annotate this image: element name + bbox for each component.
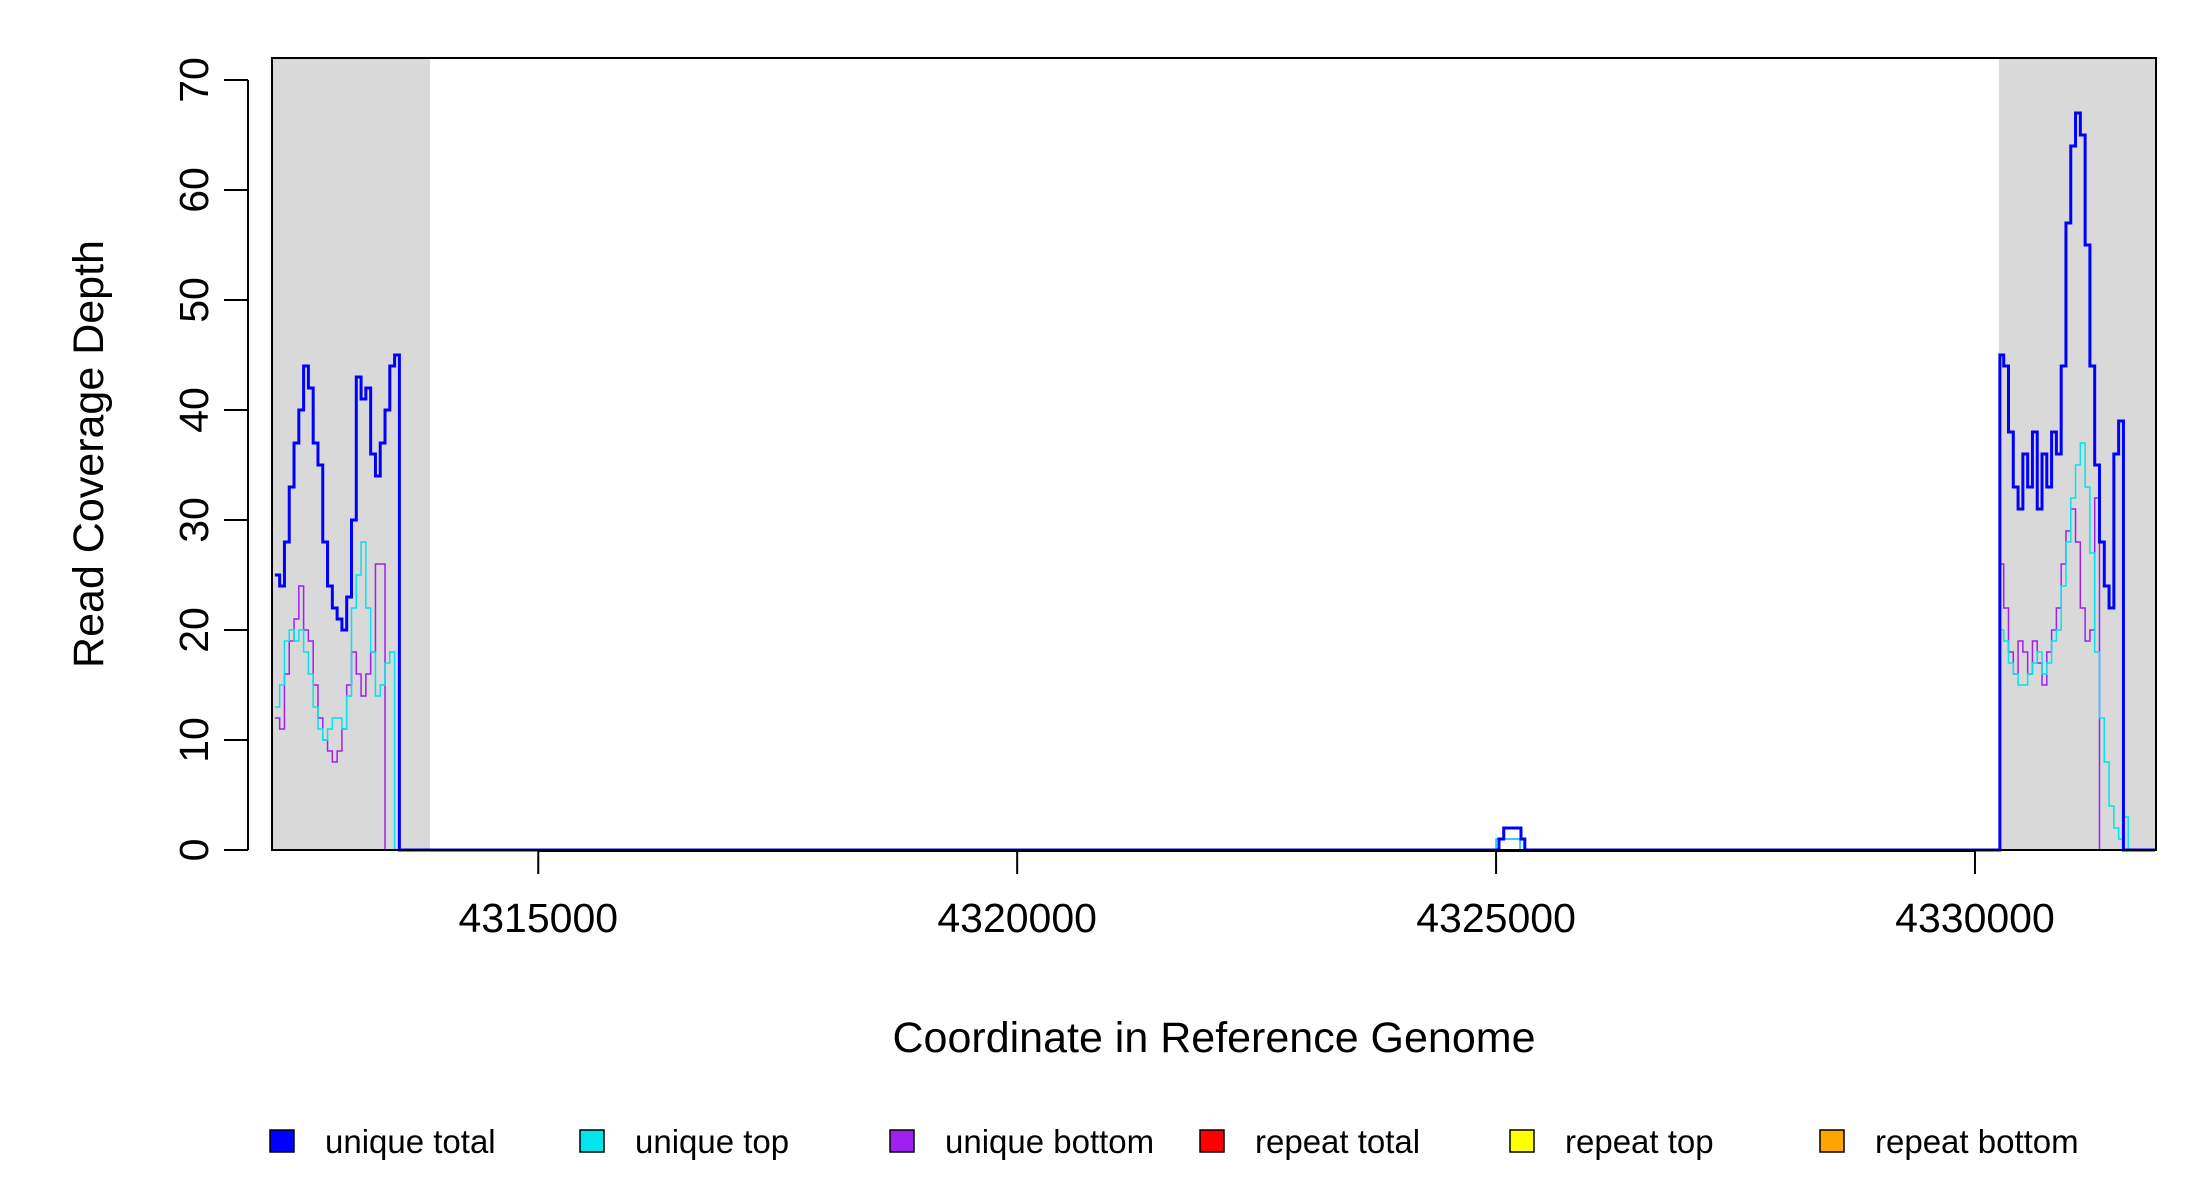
- y-tick-label-10: 10: [171, 717, 217, 763]
- y-tick-label-0: 0: [171, 839, 217, 862]
- legend-swatch-unique-total: [269, 1129, 295, 1153]
- y-tick-label-20: 20: [171, 607, 217, 653]
- legend-label-unique-top: unique top: [635, 1123, 789, 1160]
- legend-swatch-repeat-bottom: [1819, 1129, 1845, 1153]
- legend-label-unique-total: unique total: [325, 1123, 496, 1160]
- y-tick-label-50: 50: [171, 277, 217, 323]
- shaded-region-1: [272, 58, 431, 850]
- series-line-unique-total: [274, 111, 2156, 852]
- legend-swatch-unique-top: [579, 1129, 605, 1153]
- legend-swatch-unique-bottom: [889, 1129, 915, 1153]
- series-line-unique-top: [274, 442, 2156, 851]
- legend: unique total unique top unique bottom repea…: [269, 1123, 2079, 1160]
- x-tick-label-4325000: 4325000: [1416, 895, 1576, 941]
- legend-label-repeat-top: repeat top: [1565, 1123, 1714, 1160]
- y-axis-title: Read Coverage Depth: [65, 240, 113, 668]
- legend-label-unique-bottom: unique bottom: [945, 1123, 1154, 1160]
- series-line-unique-bottom: [274, 497, 2156, 851]
- y-tick-label-30: 30: [171, 497, 217, 543]
- x-tick-label-4315000: 4315000: [458, 895, 618, 941]
- legend-label-repeat-bottom: repeat bottom: [1875, 1123, 2079, 1160]
- legend-swatch-repeat-top: [1509, 1129, 1535, 1153]
- shaded-regions: [272, 58, 2156, 850]
- x-tick-label-4320000: 4320000: [937, 895, 1097, 941]
- legend-swatch-repeat-total: [1199, 1129, 1225, 1153]
- series-lines: [274, 111, 2156, 852]
- x-tick-label-4330000: 4330000: [1895, 895, 2055, 941]
- legend-label-repeat-total: repeat total: [1255, 1123, 1420, 1160]
- y-tick-label-40: 40: [171, 387, 217, 433]
- x-axis-title: Coordinate in Reference Genome: [893, 1014, 1536, 1062]
- y-tick-label-70: 70: [171, 57, 217, 103]
- x-axis: 4315000 4320000 4325000 4330000: [458, 850, 2055, 941]
- plot-frame: [271, 57, 2157, 851]
- y-axis: 0 10 20 30 40 50 60 70: [171, 57, 249, 862]
- y-tick-label-60: 60: [171, 167, 217, 213]
